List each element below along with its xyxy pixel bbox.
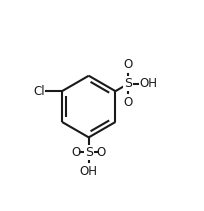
Text: OH: OH [139,77,157,90]
Text: O: O [124,96,133,109]
Text: O: O [97,146,106,159]
Text: S: S [124,77,132,90]
Text: O: O [124,58,133,71]
Text: O: O [71,146,81,159]
Text: S: S [85,146,93,159]
Text: Cl: Cl [33,85,45,98]
Text: OH: OH [80,165,98,178]
